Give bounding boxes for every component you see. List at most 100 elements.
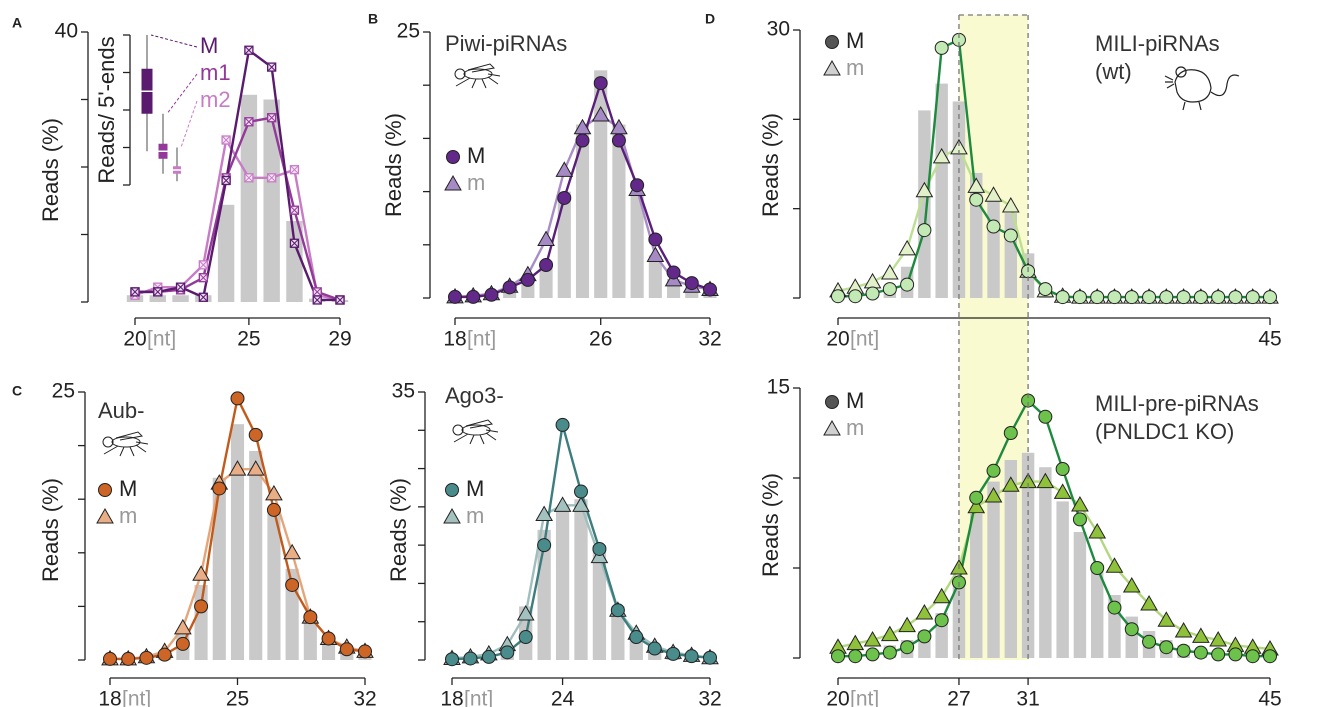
- series-line: [837, 480, 1271, 651]
- marker: [484, 287, 499, 302]
- marker: [666, 646, 681, 661]
- bar: [172, 295, 189, 302]
- x-tick-label: 45: [1258, 688, 1281, 707]
- marker: [1140, 594, 1158, 611]
- marker: [967, 177, 986, 193]
- marker: [520, 272, 535, 287]
- bar: [217, 204, 235, 302]
- marker: [535, 505, 554, 522]
- legend-leader: [180, 100, 198, 148]
- bar: [263, 99, 280, 302]
- marker: [1107, 290, 1122, 305]
- marker: [1228, 290, 1243, 305]
- marker: [248, 427, 263, 442]
- marker-cross: [312, 287, 322, 297]
- marker: [1124, 622, 1139, 637]
- series-line: [838, 38, 1270, 299]
- x-tick-label: 20: [123, 328, 146, 351]
- panel-letter: B: [368, 11, 378, 27]
- marker: [321, 631, 336, 646]
- marker: [1157, 611, 1176, 627]
- marker: [445, 652, 459, 667]
- marker: [192, 565, 210, 581]
- y-tick-label: 35: [392, 380, 415, 403]
- marker: [198, 273, 208, 283]
- marker-cross: [244, 45, 254, 55]
- marker: [1107, 600, 1122, 615]
- marker: [303, 610, 318, 625]
- bar: [987, 199, 1000, 298]
- bar: [1090, 568, 1104, 658]
- x-tick-label: 29: [328, 328, 351, 351]
- marker-cross: [290, 238, 299, 248]
- marker-cross: [267, 113, 277, 123]
- marker: [1003, 228, 1018, 243]
- bar: [611, 606, 625, 660]
- marker: [1001, 476, 1020, 492]
- marker: [1124, 290, 1139, 305]
- y-tick-label: 25: [52, 380, 75, 403]
- legend-leader: [150, 34, 198, 48]
- bar: [987, 481, 1000, 658]
- marker: [244, 117, 254, 127]
- marker: [283, 543, 302, 560]
- legend-marker: [825, 395, 839, 409]
- marker: [934, 40, 949, 55]
- bar: [952, 577, 966, 658]
- x-tick-label: 18: [443, 328, 466, 351]
- marker-cross: [267, 62, 277, 72]
- marker-cross: [290, 165, 299, 175]
- marker-cross: [290, 205, 299, 215]
- marker: [1001, 196, 1020, 213]
- legend-marker: [96, 507, 114, 524]
- panel-letter: D: [705, 11, 715, 27]
- marker: [915, 603, 934, 620]
- marker: [267, 173, 277, 183]
- marker: [537, 538, 552, 553]
- marker: [335, 295, 345, 305]
- y-tick-label: 15: [767, 376, 790, 399]
- x-tick-label: 27: [947, 688, 970, 707]
- marker: [246, 460, 265, 476]
- x-unit: [nt]: [850, 328, 879, 351]
- marker: [1245, 649, 1260, 664]
- marker-cross: [176, 282, 185, 292]
- marker: [537, 230, 555, 246]
- marker: [969, 192, 984, 207]
- marker: [244, 45, 254, 55]
- bar: [592, 545, 607, 660]
- x-unit: [nt]: [122, 688, 151, 707]
- marker: [1038, 282, 1053, 297]
- marker: [244, 173, 254, 183]
- marker: [1038, 409, 1053, 424]
- series-line: [135, 116, 341, 302]
- marker: [555, 417, 570, 432]
- y-axis-label: Reads (%): [758, 473, 783, 577]
- marker-cross: [267, 173, 277, 183]
- marker: [703, 650, 717, 665]
- series-line: [134, 138, 341, 302]
- legend-marker: [825, 35, 839, 49]
- marker: [610, 603, 625, 618]
- marker: [831, 289, 845, 304]
- marker: [1211, 290, 1226, 305]
- bar: [240, 94, 258, 303]
- marker: [339, 642, 354, 657]
- marker: [629, 630, 644, 645]
- mouse-body: [1174, 69, 1212, 103]
- bar: [230, 424, 245, 660]
- bar: [557, 191, 571, 298]
- marker: [593, 76, 608, 91]
- x-tick-label: 26: [589, 328, 612, 351]
- marker: [882, 645, 897, 660]
- marker: [463, 651, 478, 666]
- marker: [900, 277, 915, 292]
- inset-y-label: Reads/ 5'-ends: [94, 36, 119, 183]
- y-tick-label: 40: [55, 20, 78, 43]
- marker: [153, 287, 163, 297]
- marker: [1055, 462, 1070, 476]
- y-tick-label: 25: [397, 20, 420, 43]
- marker: [312, 287, 322, 297]
- panel-letter: A: [12, 15, 22, 31]
